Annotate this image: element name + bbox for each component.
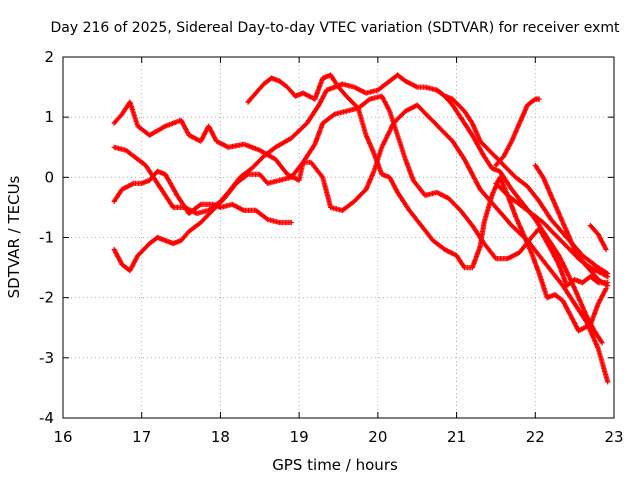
series-track-3 [111,168,294,226]
series-track-7 [493,96,542,168]
series-track-5 [245,72,609,334]
x-tick-label: 22 [526,428,545,446]
x-tick-label: 21 [447,428,466,446]
x-tick-label: 17 [132,428,151,446]
data-points-track-9 [587,222,609,253]
x-tick-label: 23 [604,428,623,446]
x-tick-label: 19 [290,428,309,446]
data-points-track-6 [434,87,605,346]
y-tick-label: -1 [39,229,54,247]
x-tick-label: 16 [53,428,72,446]
x-tick-label: 20 [368,428,387,446]
x-axis-label: GPS time / hours [272,456,398,474]
marks-layer [111,72,611,385]
y-tick-label: -4 [39,409,54,427]
data-points-track-7 [493,96,542,168]
series-track-10 [493,180,611,280]
series-track-4 [111,93,611,289]
y-axis-label: SDTVAR / TECUs [5,175,23,298]
x-tick-label: 18 [211,428,230,446]
y-tick-label: 0 [44,168,54,186]
grid-layer [63,57,614,418]
y-tick-label: -3 [39,349,54,367]
y-tick-label: 2 [44,48,54,66]
y-tick-label: 1 [44,108,54,126]
series-track-9 [587,222,609,253]
data-points-track-3 [111,168,294,226]
data-points-track-4 [111,93,611,289]
data-points-track-5 [245,72,609,334]
ticks-layer: 16 17 18 19 20 21 22 23 -4 -3 -2 -1 0 1 2 [39,48,624,446]
series-track-6 [434,87,605,346]
chart-title: Day 216 of 2025, Sidereal Day-to-day VTE… [51,20,621,36]
y-tick-label: -2 [39,289,54,307]
data-points-track-10 [493,180,611,280]
